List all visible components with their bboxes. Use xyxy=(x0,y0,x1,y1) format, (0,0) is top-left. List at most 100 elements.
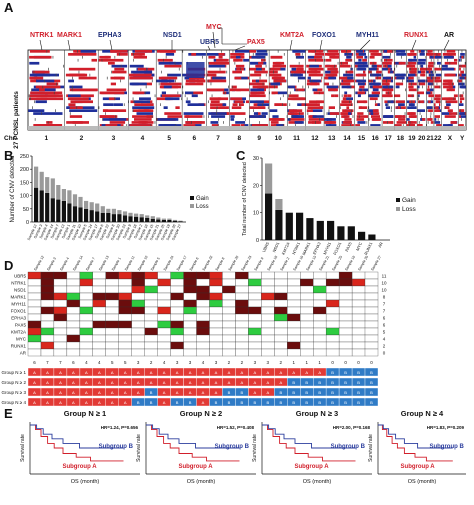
gene-label-myh11: MYH11 xyxy=(356,32,379,39)
cnv-segment xyxy=(390,121,394,124)
chromosome-band xyxy=(28,126,65,130)
heatmap-cell xyxy=(92,341,106,350)
cnv-segment xyxy=(408,88,417,92)
cnv-tick xyxy=(120,64,122,68)
group-cell-label: A xyxy=(33,390,36,395)
cnv-segment xyxy=(68,94,81,98)
panel-d-row-label: MARK1 xyxy=(10,294,26,299)
bar-gain xyxy=(285,212,293,240)
cnv-segment xyxy=(357,67,365,71)
panel-c-y-tick-label: 20 xyxy=(253,183,259,189)
cnv-tick xyxy=(350,124,351,127)
panel-d-column-total: 1 xyxy=(292,360,295,365)
cnv-segment xyxy=(359,106,362,109)
cnv-segment xyxy=(69,109,98,112)
cnv-tick xyxy=(430,73,431,77)
cnv-segment xyxy=(407,94,415,98)
cnv-segment xyxy=(428,73,434,77)
chromosome-label: 11 xyxy=(293,135,300,142)
bar-loss xyxy=(156,217,161,220)
heatmap-cell xyxy=(261,348,275,357)
heatmap-cell xyxy=(40,334,55,343)
heatmap-cell xyxy=(235,292,249,301)
cnv-tick xyxy=(150,124,152,127)
cnv-segment xyxy=(249,50,256,53)
cnv-tick xyxy=(265,64,267,68)
bar-gain xyxy=(161,219,166,222)
cnv-tick xyxy=(151,79,153,83)
panel-d-column-label: Sample 17 xyxy=(176,255,188,272)
cnv-tick xyxy=(394,100,396,104)
cnv-segment xyxy=(369,82,380,86)
cnv-segment xyxy=(428,109,433,112)
cnv-segment xyxy=(382,88,392,92)
bar-gain xyxy=(100,212,105,222)
group-cell-label: A xyxy=(215,380,218,385)
cnv-tick xyxy=(55,109,56,112)
cnv-segment xyxy=(347,76,354,80)
group-cell-label: B xyxy=(215,400,218,405)
bar-loss xyxy=(34,166,39,188)
heatmap-cell xyxy=(131,348,145,357)
cnv-segment xyxy=(434,118,437,121)
cnv-segment xyxy=(129,76,152,80)
heatmap-cell xyxy=(105,341,119,350)
bar-loss xyxy=(106,208,111,213)
cnv-segment xyxy=(307,106,321,109)
heatmap-cell xyxy=(105,299,119,308)
group-cell-label: B xyxy=(305,380,308,385)
heatmap-cell xyxy=(131,306,145,315)
chromosome-band xyxy=(64,126,99,130)
gene-connector-line xyxy=(212,31,216,49)
cnv-tick xyxy=(178,67,180,71)
panel-d-letter: D xyxy=(4,258,14,273)
cnv-segment xyxy=(459,103,464,106)
cnv-tick xyxy=(435,70,436,74)
heatmap-cell xyxy=(40,327,55,336)
cnv-segment xyxy=(330,70,339,74)
cnv-segment xyxy=(251,124,269,127)
heatmap-cell xyxy=(27,334,42,343)
chromosome-band xyxy=(249,126,270,130)
heatmap-cell xyxy=(27,313,42,322)
heatmap-cell xyxy=(79,348,94,357)
cnv-tick xyxy=(69,112,71,115)
cnv-segment xyxy=(233,58,239,62)
km-xlabel: OS (month) xyxy=(187,479,216,485)
heatmap-cell xyxy=(248,327,262,336)
cnv-tick xyxy=(324,58,326,62)
cnv-segment xyxy=(251,55,265,59)
heatmap-cell xyxy=(325,313,340,322)
group-cell-label: A xyxy=(111,370,114,375)
heatmap-cell xyxy=(209,285,223,294)
heatmap-cell xyxy=(157,341,171,350)
heatmap-cell xyxy=(27,348,42,357)
cnv-segment xyxy=(372,88,379,92)
heatmap-cell xyxy=(364,306,379,315)
cnv-segment xyxy=(446,88,452,92)
cnv-tick xyxy=(407,70,409,74)
cnv-segment xyxy=(342,79,355,83)
bar-gain xyxy=(145,218,150,222)
cnv-segment xyxy=(289,94,299,98)
cnv-tick xyxy=(89,73,91,77)
panel-c-x-tick-label: EPHA3 xyxy=(312,241,322,256)
cnv-tick xyxy=(465,124,467,127)
cnv-segment xyxy=(343,97,347,101)
cnv-tick xyxy=(106,76,108,80)
cnv-tick xyxy=(34,100,35,104)
group-cell-label: A xyxy=(241,380,244,385)
heatmap-cell xyxy=(131,334,145,343)
cnv-segment xyxy=(161,94,181,98)
panel-c-ylabel: Total number of CNV detected xyxy=(242,162,248,236)
panel-d-row-label: RUNX1 xyxy=(11,343,27,348)
heatmap-cell xyxy=(351,334,366,343)
heatmap-cell xyxy=(40,278,55,287)
cnv-segment xyxy=(210,106,225,109)
cnv-tick xyxy=(419,64,421,68)
heatmap-cell xyxy=(144,299,158,308)
cnv-tick xyxy=(182,91,184,95)
group-cell-label: A xyxy=(111,390,114,395)
bar-loss xyxy=(100,206,105,213)
cnv-segment xyxy=(372,118,380,121)
